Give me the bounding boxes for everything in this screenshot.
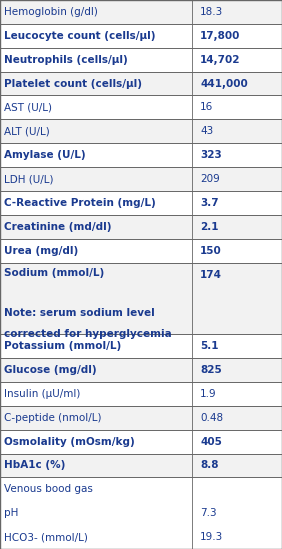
- Text: Sodium (mmol/L): Sodium (mmol/L): [4, 268, 104, 278]
- Bar: [0, 167, 282, 191]
- Text: Potassium (mmol/L): Potassium (mmol/L): [4, 341, 122, 351]
- Text: 174: 174: [200, 270, 222, 279]
- Text: 14,702: 14,702: [200, 55, 241, 65]
- Text: 441,000: 441,000: [200, 79, 248, 88]
- Text: 18.3: 18.3: [200, 7, 223, 17]
- Bar: [0, 119, 282, 143]
- Text: HCO3- (mmol/L): HCO3- (mmol/L): [4, 532, 88, 542]
- Text: 19.3: 19.3: [200, 532, 223, 542]
- Text: Neutrophils (cells/µl): Neutrophils (cells/µl): [4, 55, 128, 65]
- Text: Note: serum sodium level: Note: serum sodium level: [4, 309, 155, 318]
- Bar: [0, 262, 282, 334]
- Text: pH: pH: [4, 508, 19, 518]
- Text: 405: 405: [200, 436, 222, 446]
- Text: Glucose (mg/dl): Glucose (mg/dl): [4, 365, 97, 375]
- Bar: [0, 191, 282, 215]
- Text: C-peptide (nmol/L): C-peptide (nmol/L): [4, 413, 102, 423]
- Text: AST (U/L): AST (U/L): [4, 103, 52, 113]
- Bar: [0, 406, 282, 430]
- Bar: [0, 0, 282, 24]
- Text: 5.1: 5.1: [200, 341, 219, 351]
- Text: 3.7: 3.7: [200, 198, 219, 208]
- Bar: [0, 334, 282, 358]
- Bar: [0, 478, 282, 549]
- Bar: [0, 215, 282, 239]
- Bar: [0, 358, 282, 382]
- Text: Osmolality (mOsm/kg): Osmolality (mOsm/kg): [4, 436, 135, 446]
- Bar: [0, 96, 282, 119]
- Text: Hemoglobin (g/dl): Hemoglobin (g/dl): [4, 7, 98, 17]
- Text: 323: 323: [200, 150, 222, 160]
- Text: LDH (U/L): LDH (U/L): [4, 174, 54, 184]
- Text: 43: 43: [200, 126, 213, 136]
- Text: corrected for hyperglycemia: corrected for hyperglycemia: [4, 329, 172, 339]
- Text: 7.3: 7.3: [200, 508, 217, 518]
- Text: 150: 150: [200, 245, 222, 256]
- Text: Platelet count (cells/µl): Platelet count (cells/µl): [4, 79, 142, 88]
- Bar: [0, 143, 282, 167]
- Text: 825: 825: [200, 365, 222, 375]
- Text: 8.8: 8.8: [200, 461, 219, 470]
- Bar: [0, 24, 282, 48]
- Text: Urea (mg/dl): Urea (mg/dl): [4, 245, 78, 256]
- Text: Insulin (µU/ml): Insulin (µU/ml): [4, 389, 81, 399]
- Bar: [0, 71, 282, 96]
- Text: 16: 16: [200, 103, 213, 113]
- Text: Leucocyte count (cells/µl): Leucocyte count (cells/µl): [4, 31, 156, 41]
- Bar: [0, 453, 282, 478]
- Text: 2.1: 2.1: [200, 222, 219, 232]
- Bar: [0, 239, 282, 262]
- Text: 1.9: 1.9: [200, 389, 217, 399]
- Text: 209: 209: [200, 174, 220, 184]
- Bar: [0, 430, 282, 453]
- Text: HbA1c (%): HbA1c (%): [4, 461, 66, 470]
- Text: ALT (U/L): ALT (U/L): [4, 126, 50, 136]
- Text: 17,800: 17,800: [200, 31, 241, 41]
- Text: Amylase (U/L): Amylase (U/L): [4, 150, 86, 160]
- Text: 0.48: 0.48: [200, 413, 223, 423]
- Text: Venous bood gas: Venous bood gas: [4, 484, 93, 494]
- Bar: [0, 382, 282, 406]
- Bar: [0, 48, 282, 71]
- Text: Creatinine (md/dl): Creatinine (md/dl): [4, 222, 112, 232]
- Text: C-Reactive Protein (mg/L): C-Reactive Protein (mg/L): [4, 198, 156, 208]
